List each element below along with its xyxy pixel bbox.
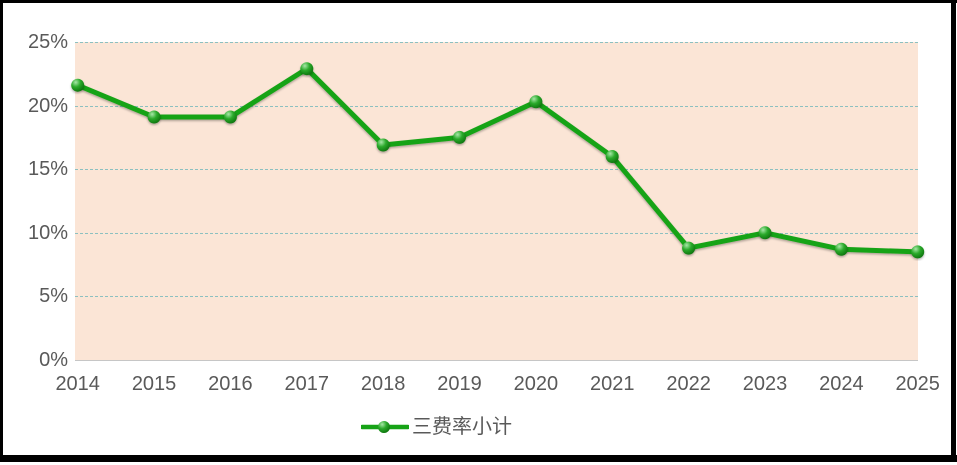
data-point-marker-2019 <box>453 130 466 144</box>
data-point-marker-2020 <box>529 95 543 109</box>
data-point-marker-2023 <box>758 226 772 240</box>
chart-border-bottom <box>0 455 957 462</box>
data-point-marker-2024 <box>834 242 848 256</box>
x-axis-label-2021: 2021 <box>589 373 635 395</box>
legend-line-circle-icon <box>361 418 409 436</box>
plot-area <box>71 42 925 360</box>
x-axis-label-2024: 2024 <box>819 373 864 395</box>
x-axis-label-2023: 2023 <box>742 373 788 395</box>
y-axis-label-20%: 20% <box>27 94 68 117</box>
x-axis-label-2018: 2018 <box>360 373 406 395</box>
data-point-marker-2021 <box>605 150 619 163</box>
y-axis-label-25%: 25% <box>27 31 68 53</box>
y-axis-label-15%: 15% <box>27 158 68 181</box>
legend: 三费率小计 <box>361 413 512 441</box>
x-axis-label-2022: 2022 <box>666 373 711 395</box>
y-axis-label-0%: 0% <box>39 349 68 371</box>
data-point-marker-2017 <box>300 62 314 76</box>
gridline-15% <box>75 169 918 171</box>
x-axis-label-2020: 2020 <box>513 373 559 395</box>
data-point-marker-2018 <box>376 138 390 152</box>
x-axis-label-2015: 2015 <box>131 373 177 395</box>
x-axis-label-2019: 2019 <box>437 373 482 395</box>
gridline-10% <box>75 232 918 234</box>
legend-label: 三费率小计 <box>412 416 512 438</box>
data-point-marker-2015 <box>147 110 161 124</box>
data-point-marker-2014 <box>71 78 85 92</box>
chart-border-right <box>951 0 956 462</box>
series-plot <box>71 62 925 259</box>
x-axis-label-2016: 2016 <box>208 373 253 395</box>
data-point-marker-2016 <box>223 110 237 124</box>
x-axis-line <box>75 360 918 361</box>
y-axis-label-10%: 10% <box>27 221 68 244</box>
x-axis-label-2025: 2025 <box>895 373 940 395</box>
series-line-三费率小计 <box>75 66 921 255</box>
chart-border-top <box>0 0 957 3</box>
legend-marker-icon <box>361 421 409 433</box>
gridline-25% <box>75 42 918 43</box>
x-axis-label-2014: 2014 <box>55 373 100 395</box>
gridline-5% <box>75 296 918 298</box>
gridline-20% <box>75 105 918 107</box>
data-point-marker-2022 <box>682 241 696 255</box>
data-point-marker-2025 <box>911 245 925 259</box>
chart-border-left <box>0 0 3 462</box>
x-axis-label-2017: 2017 <box>284 373 330 395</box>
y-axis-label-5%: 5% <box>39 285 68 308</box>
